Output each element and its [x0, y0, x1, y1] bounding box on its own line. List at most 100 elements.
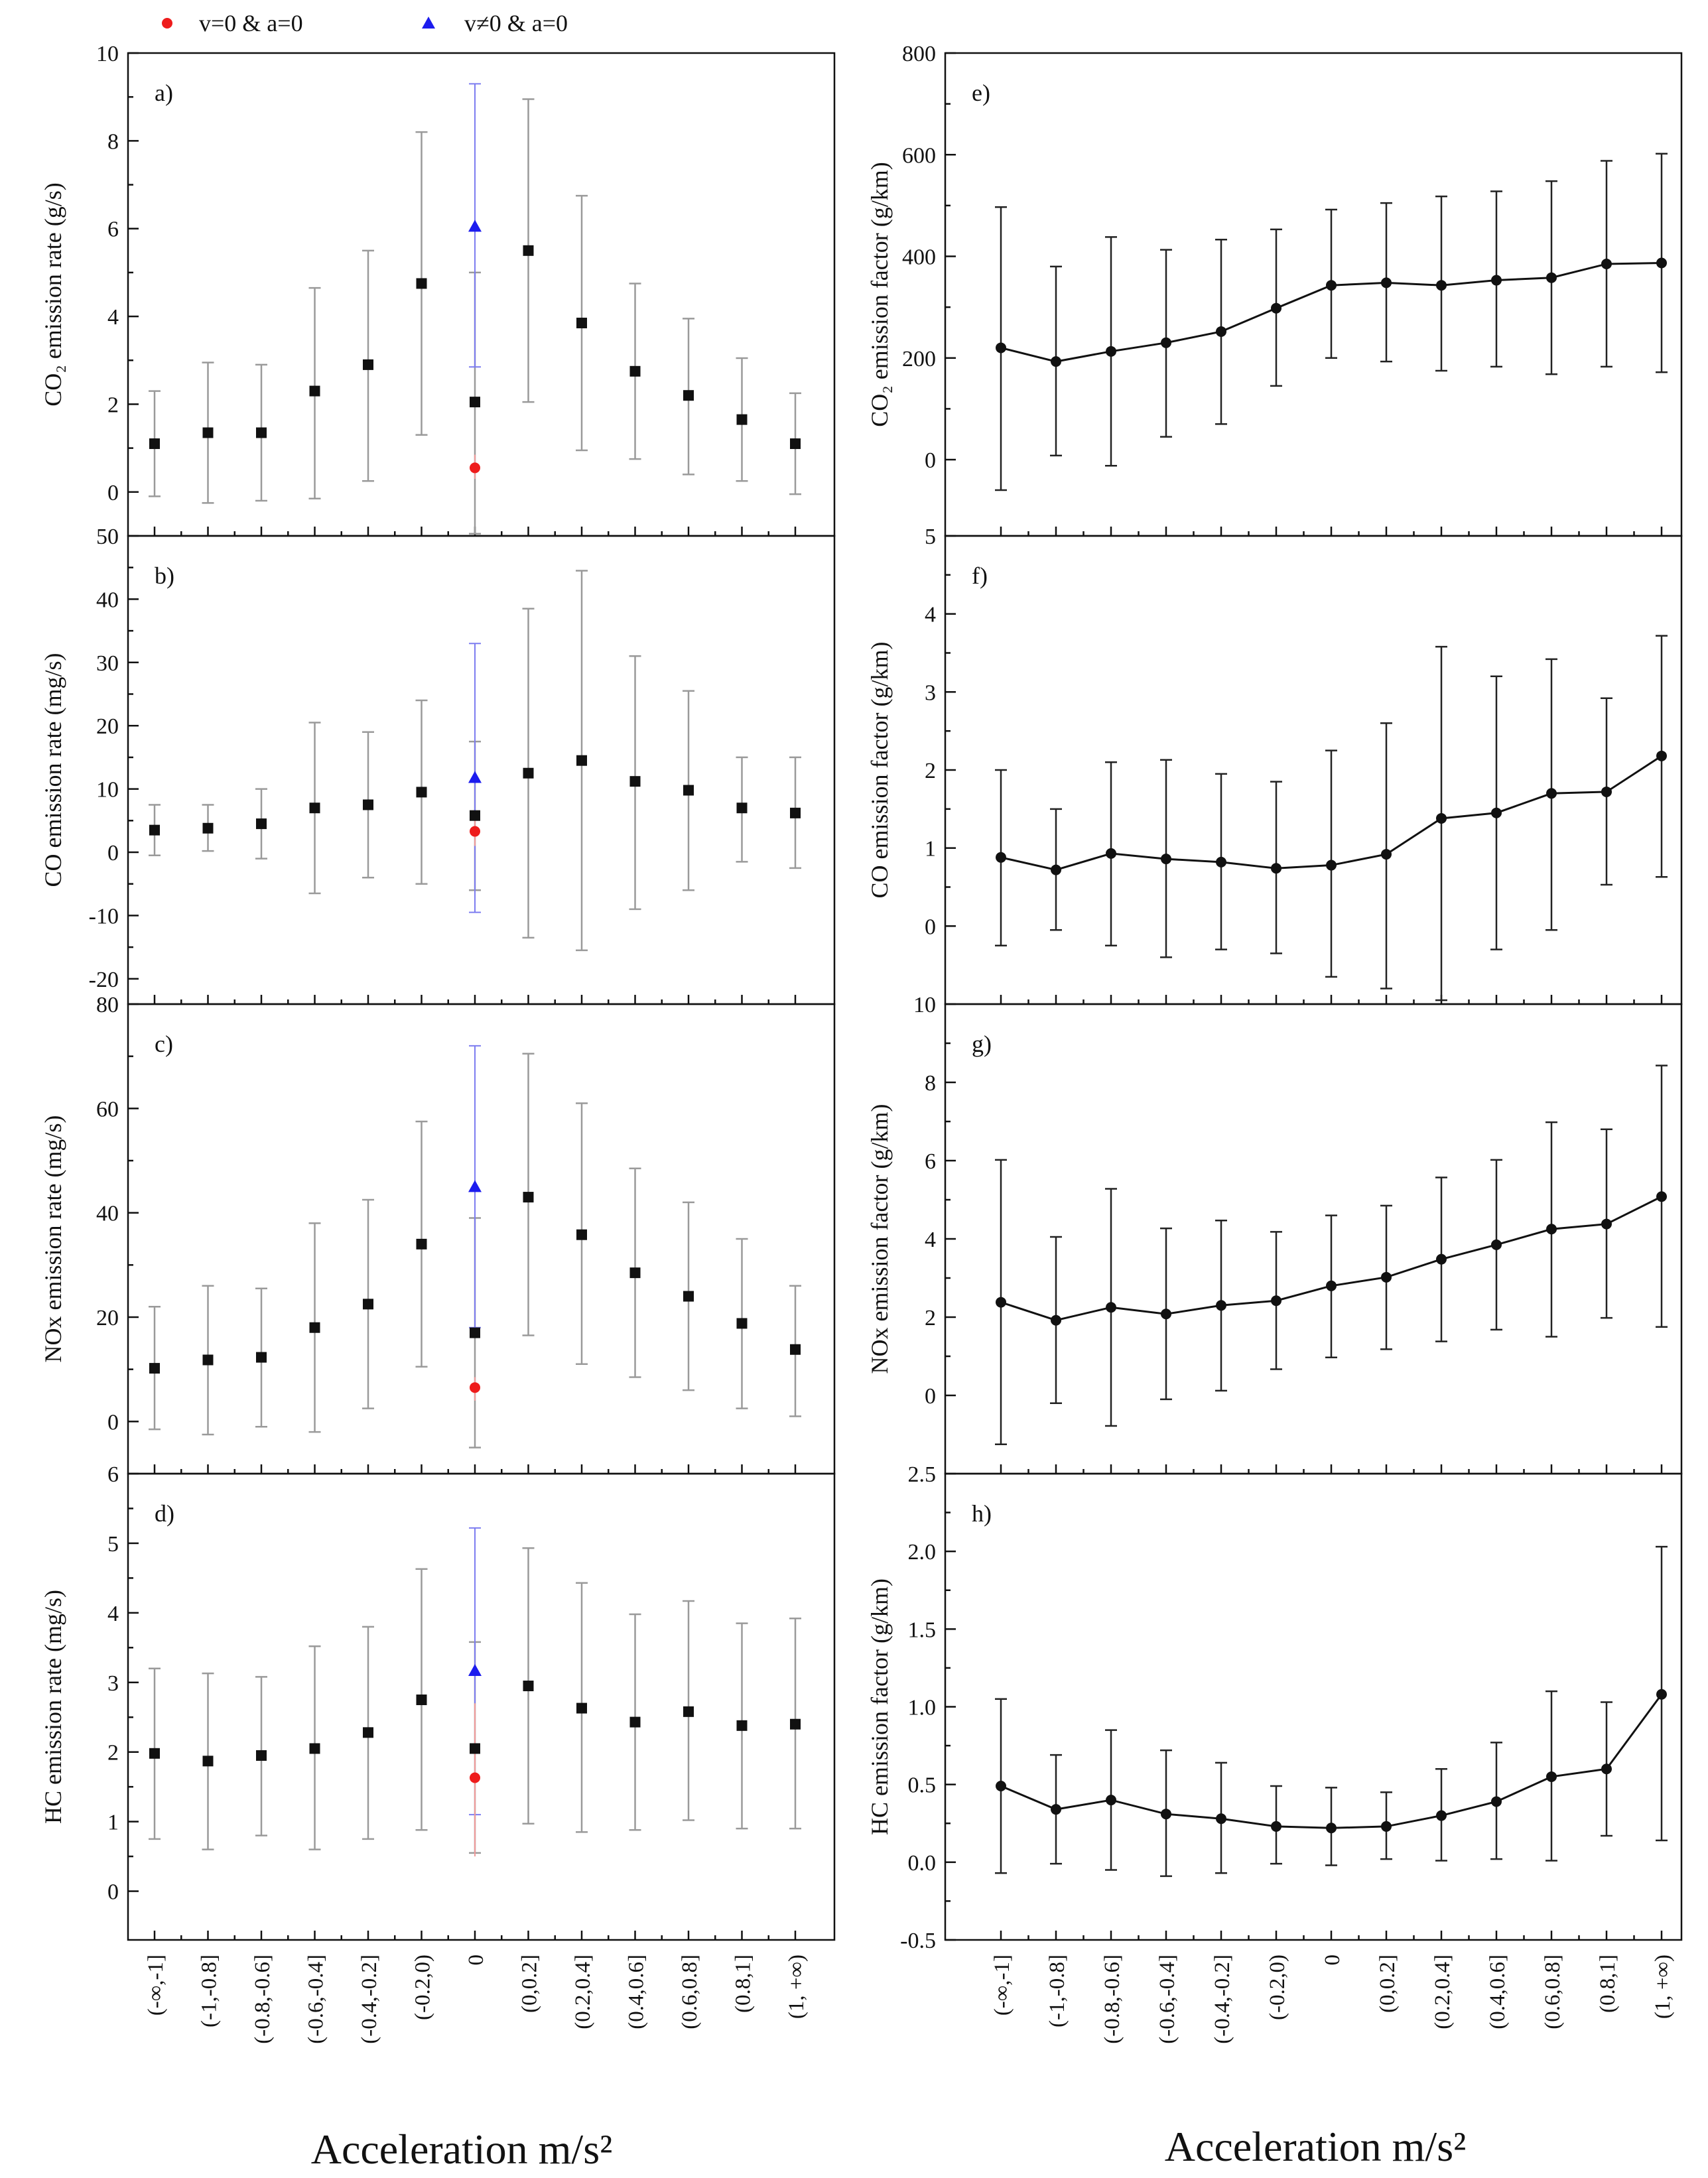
- panel-letter: a): [155, 80, 173, 106]
- data-point-stationary: [470, 1382, 480, 1393]
- panel-letter: f): [972, 562, 988, 589]
- x-axis-label-left: Acceleration m/s²: [311, 2126, 613, 2173]
- y-tick-label: 0: [107, 841, 119, 865]
- x-category-label: (-∞,-1]: [990, 1954, 1014, 2016]
- data-point: [736, 414, 748, 425]
- data-point: [1491, 1796, 1502, 1807]
- x-category-label: (-0.6,-0.4]: [304, 1954, 328, 2044]
- y-tick-label: -10: [89, 904, 119, 929]
- y-tick-label: 0: [107, 1880, 119, 1905]
- panel-f: f) 0 1 2 3 4 5 CO emission factor (g/km): [866, 525, 1683, 1005]
- panel-h: h) -0.5 0.0 0.5 1.0 1.5 2.0 2.5 HC emission fact…: [866, 1462, 1683, 2044]
- data-point: [256, 1352, 267, 1363]
- data-point: [1436, 1810, 1447, 1821]
- data-point: [736, 802, 748, 814]
- data-point: [1326, 1823, 1337, 1834]
- panel-a: a) 0 2 4 6 8 10 CO₂ emission rate (g/s): [40, 42, 836, 537]
- y-tick-label: 600: [902, 143, 936, 168]
- x-category-label: (-1,-0.8]: [198, 1954, 222, 2027]
- y-tick-label: 2: [107, 1741, 119, 1765]
- data-point: [1161, 337, 1171, 348]
- data-point: [1051, 1314, 1061, 1326]
- panel-letter: h): [972, 1500, 992, 1527]
- plot-frame: [127, 1003, 836, 1475]
- data-point: [1106, 1302, 1116, 1313]
- data-point: [363, 1727, 373, 1738]
- panel-e: e) 0 200 400 600 800 CO₂ emission factor (g/km…: [866, 42, 1683, 537]
- data-point: [1491, 807, 1502, 818]
- x-category-label: (-0.8,-0.6]: [251, 1954, 275, 2044]
- data-point: [629, 1267, 641, 1279]
- data-point: [1051, 356, 1061, 367]
- data-point: [683, 390, 694, 401]
- x-category-label: (0.6,0.8]: [1541, 1954, 1565, 2029]
- x-category-label: (0.2,0.4]: [1431, 1954, 1455, 2029]
- data-point: [1326, 280, 1337, 291]
- data-point: [1656, 1689, 1667, 1700]
- data-point: [363, 1299, 373, 1310]
- panel-letter: c): [155, 1031, 173, 1057]
- y-axis-label: CO emission factor (g/km): [866, 642, 893, 899]
- data-point: [1546, 1771, 1557, 1782]
- data-point: [1656, 1191, 1667, 1202]
- data-point-stationary: [470, 462, 480, 474]
- panel-letter: d): [155, 1500, 174, 1527]
- data-point: [149, 824, 160, 836]
- data-point: [416, 278, 427, 289]
- data-point: [202, 1756, 214, 1767]
- y-tick-label: 5: [107, 1532, 119, 1557]
- y-tick-label: 1.5: [908, 1618, 937, 1642]
- y-axis-label: HC emission rate (mg/s): [40, 1590, 66, 1824]
- data-point: [1271, 1821, 1281, 1832]
- data-point: [576, 1229, 587, 1240]
- data-point: [523, 1681, 534, 1692]
- data-point: [996, 1297, 1006, 1308]
- legend-label-cruise: v≠0 & a=0: [464, 10, 568, 36]
- data-point: [1161, 1809, 1171, 1820]
- data-point: [1271, 302, 1281, 314]
- panel-d: d) 0 1 2 3 4 5 6 HC emission rate (mg/s) (-∞,-1] (…: [40, 1462, 836, 2044]
- y-tick-label: 10: [913, 993, 936, 1017]
- plot-frame: [127, 535, 836, 1005]
- data-point: [1106, 848, 1116, 859]
- panel-letter: e): [972, 80, 990, 106]
- data-point: [1601, 259, 1612, 270]
- data-point: [470, 397, 480, 408]
- y-tick-label: 6: [925, 1149, 936, 1174]
- data-point: [1106, 1795, 1116, 1806]
- x-category-label: (1, +∞): [1651, 1954, 1675, 2019]
- y-tick-label: 4: [925, 603, 936, 627]
- y-tick-label: 6: [107, 218, 119, 242]
- legend-marker-cruise: [422, 17, 435, 29]
- data-point: [736, 1318, 748, 1329]
- x-category-label: (0,0.2]: [1376, 1954, 1400, 2013]
- x-category-label: (0.4,0.6]: [1486, 1954, 1510, 2029]
- data-point: [470, 1327, 480, 1338]
- y-tick-label: 10: [96, 778, 119, 802]
- data-point: [1216, 1813, 1226, 1825]
- data-point: [202, 427, 214, 438]
- data-point: [309, 802, 320, 814]
- y-tick-label: 4: [925, 1228, 936, 1252]
- y-tick-label: 2.5: [908, 1462, 937, 1487]
- data-point: [1326, 1280, 1337, 1291]
- data-point: [309, 1743, 320, 1754]
- data-point-cruise: [468, 1180, 482, 1192]
- data-point: [576, 755, 587, 766]
- data-point: [1381, 1271, 1392, 1283]
- x-category-label: (0,0.2]: [518, 1954, 542, 2013]
- data-point: [1326, 860, 1337, 871]
- y-axis-label: HC emission factor (g/km): [866, 1578, 893, 1835]
- data-point-stationary: [470, 1772, 480, 1783]
- data-point: [1161, 854, 1171, 865]
- data-point-cruise: [468, 220, 482, 232]
- data-point: [1161, 1309, 1171, 1320]
- data-point: [470, 810, 480, 821]
- data-point-stationary: [470, 826, 480, 837]
- y-tick-label: 400: [902, 245, 936, 270]
- y-tick-label: 1.0: [908, 1696, 937, 1720]
- y-tick-label: 4: [107, 305, 119, 330]
- y-tick-label: 0.5: [908, 1773, 937, 1798]
- x-category-label: (0.4,0.6]: [625, 1954, 649, 2029]
- x-category-label: (-0.6,-0.4]: [1155, 1954, 1179, 2044]
